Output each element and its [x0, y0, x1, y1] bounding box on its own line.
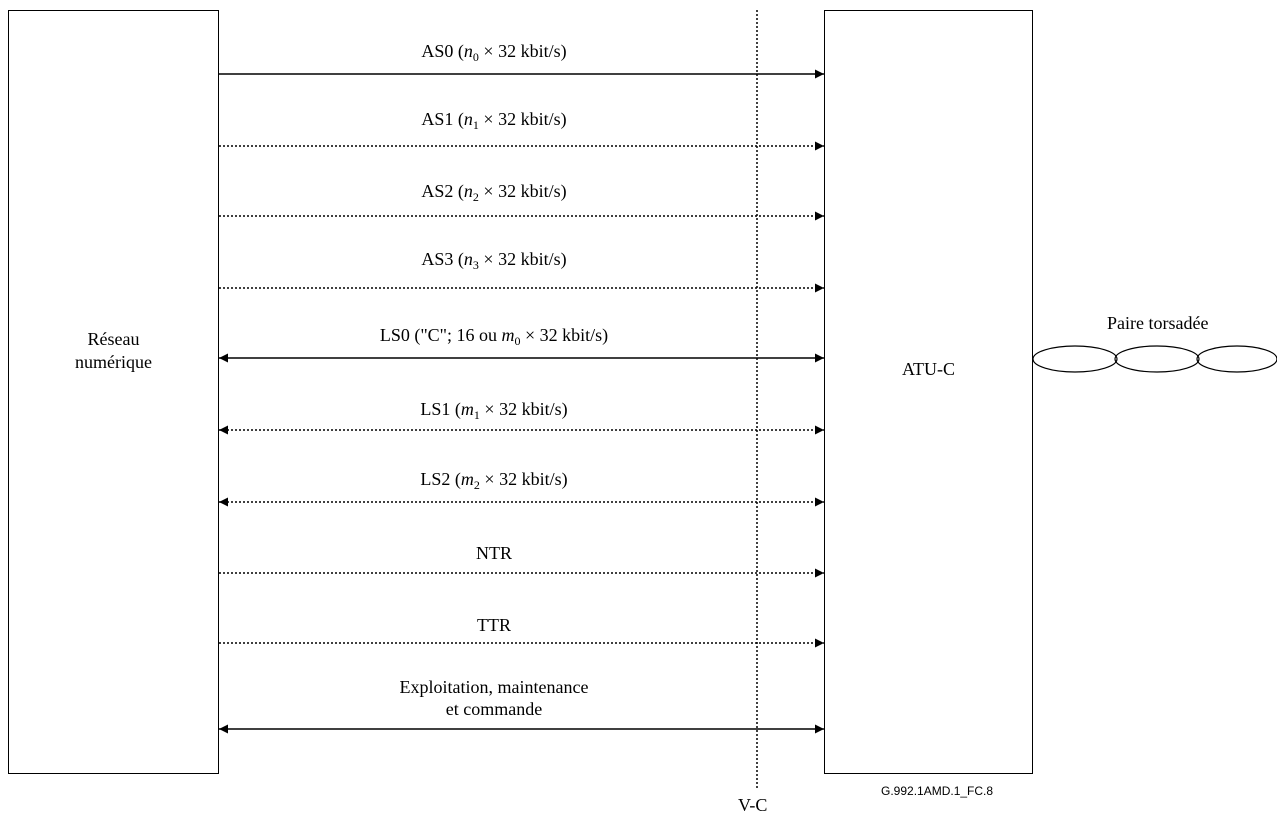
- digital-network-label-line1: Réseau: [87, 329, 140, 349]
- signal-label-ls2: LS2 (m2 × 32 kbit/s): [420, 469, 568, 492]
- digital-network-label: Réseau numérique: [8, 328, 219, 374]
- atu-c-label: ATU-C: [902, 359, 955, 379]
- atu-c-box: [824, 10, 1033, 774]
- signal-label-ttr: TTR: [477, 615, 511, 635]
- signal-label-as1: AS1 (n1 × 32 kbit/s): [421, 109, 567, 132]
- twisted-pair-icon: [1032, 345, 1277, 373]
- signal-label-ls1: LS1 (m1 × 32 kbit/s): [420, 399, 568, 422]
- signal-label-as2: AS2 (n2 × 32 kbit/s): [421, 181, 567, 204]
- signal-label-oam: Exploitation, maintenance et commande: [399, 677, 589, 719]
- digital-network-label-line2: numérique: [75, 352, 152, 372]
- signal-label-as3: AS3 (n3 × 32 kbit/s): [421, 249, 567, 272]
- signal-label-ntr: NTR: [476, 543, 512, 563]
- interface-label: V-C: [738, 795, 768, 815]
- digital-network-box: [8, 10, 219, 774]
- signal-label-ls0: LS0 ("C"; 16 ou m0 × 32 kbit/s): [379, 325, 609, 348]
- twisted-pair-label: Paire torsadée: [1107, 313, 1209, 333]
- signal-label-as0: AS0 (n0 × 32 kbit/s): [421, 41, 567, 64]
- figure-id: G.992.1AMD.1_FC.8: [881, 784, 994, 798]
